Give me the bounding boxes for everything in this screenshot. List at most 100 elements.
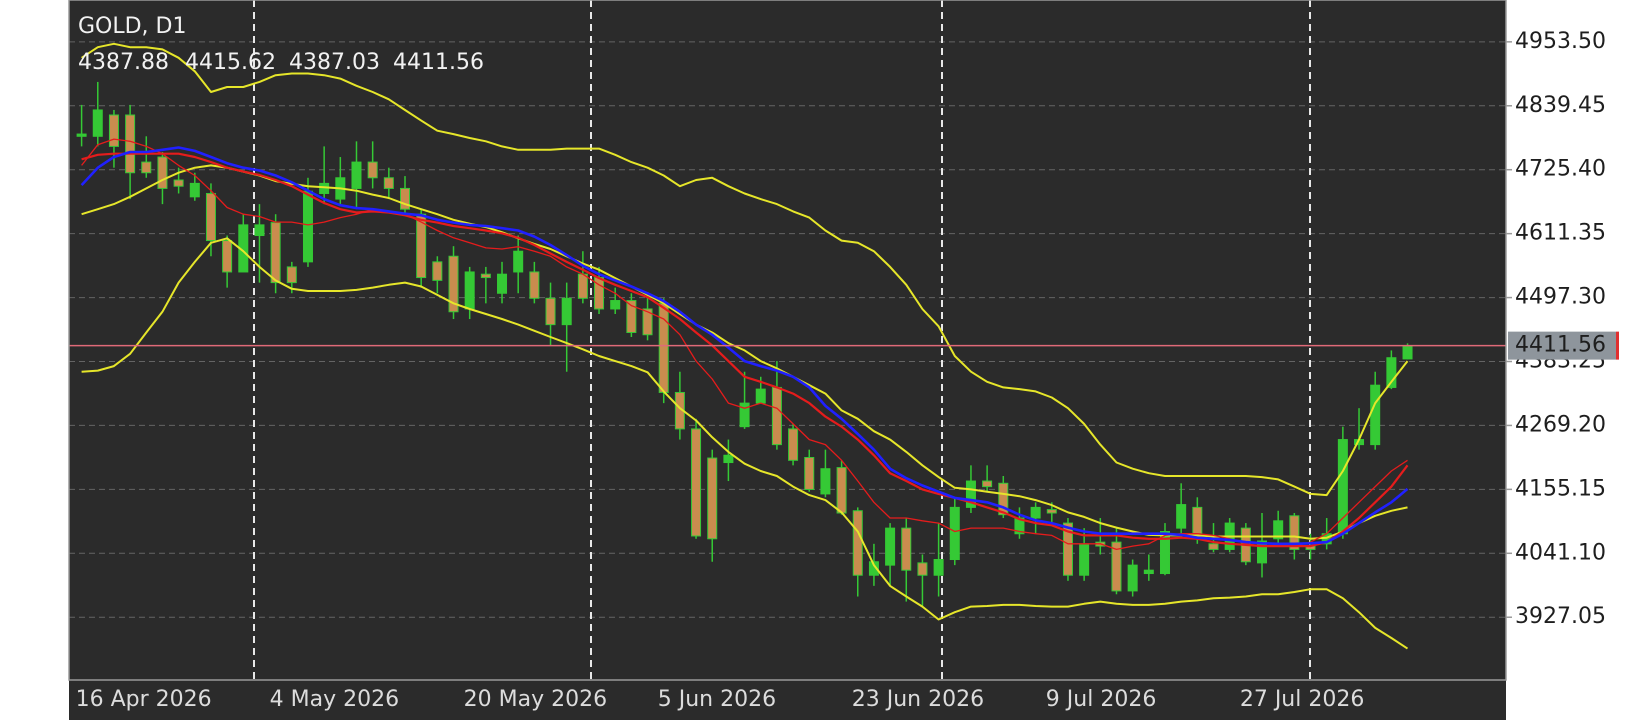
- indicator-line: [81, 152, 1409, 548]
- candle-body: [577, 273, 588, 299]
- x-tick-label: 16 Apr 2026: [76, 687, 212, 712]
- candle-body: [529, 271, 540, 299]
- candle-body: [92, 109, 103, 137]
- ohlc-close: 4411.56: [393, 50, 484, 75]
- indicator-line: [80, 146, 1409, 546]
- candle-body: [820, 468, 831, 495]
- candle-body: [1111, 541, 1122, 592]
- candle-body: [1273, 520, 1284, 540]
- plot-background: [69, 0, 1506, 720]
- candle-body: [933, 559, 944, 576]
- candle-body: [1386, 357, 1397, 388]
- candle-body: [836, 467, 847, 514]
- candle-body: [1159, 530, 1170, 575]
- candle-body: [1062, 522, 1073, 576]
- candle-body: [302, 190, 313, 263]
- candle-body: [771, 386, 782, 446]
- indicator-line: [81, 42, 1409, 497]
- candle-body: [254, 224, 265, 237]
- candle-body: [1030, 506, 1041, 519]
- candle-body: [432, 261, 443, 281]
- candle-body: [1143, 569, 1154, 575]
- candle-body: [852, 510, 863, 576]
- candle-body: [286, 266, 297, 284]
- candle-body: [626, 300, 637, 333]
- candle-body: [448, 255, 459, 313]
- candle-body: [367, 161, 378, 179]
- candle-body: [755, 388, 766, 404]
- candle-body: [189, 182, 200, 198]
- candle-body: [1402, 345, 1413, 360]
- candle-body: [739, 402, 750, 428]
- candle-body: [157, 156, 168, 189]
- candle-body: [76, 133, 87, 137]
- candle-body: [1079, 543, 1090, 576]
- candle-body: [1337, 439, 1348, 535]
- chart-title: GOLD, D1: [78, 14, 187, 39]
- candle-body: [545, 297, 556, 326]
- candle-body: [125, 114, 136, 174]
- candle-body: [222, 240, 233, 273]
- ohlc-low: 4387.03: [289, 50, 380, 75]
- candle-body: [270, 222, 281, 284]
- x-tick-label: 23 Jun 2026: [852, 687, 984, 712]
- price-label-marker: [1616, 331, 1619, 360]
- y-tick-label: 4269.20: [1515, 412, 1606, 437]
- y-tick-label: 4953.50: [1515, 29, 1606, 54]
- candle-body: [497, 273, 508, 294]
- candle-body: [513, 250, 524, 273]
- candle-body: [868, 561, 879, 576]
- candle-body: [723, 454, 734, 464]
- y-tick-label: 4725.40: [1515, 157, 1606, 182]
- candle-body: [205, 192, 216, 242]
- candle-body: [901, 527, 912, 571]
- candle-body: [691, 428, 702, 537]
- x-tick-label: 27 Jul 2026: [1240, 687, 1365, 712]
- candle-body: [141, 161, 152, 174]
- candle-body: [173, 179, 184, 187]
- candle-body: [400, 187, 410, 210]
- candle-body: [1208, 543, 1219, 550]
- candle-body: [1289, 515, 1300, 550]
- y-tick-label: 4611.35: [1515, 221, 1606, 246]
- candle-body: [949, 506, 960, 561]
- y-tick-label: 4497.30: [1515, 285, 1606, 310]
- candle-body: [561, 297, 572, 326]
- indicator-lines: [80, 42, 1409, 650]
- candle-body: [998, 482, 1009, 516]
- candle-body: [804, 456, 815, 490]
- plot-border: [68, 0, 1507, 681]
- candle-body: [610, 300, 621, 310]
- x-tick-label: 9 Jul 2026: [1046, 687, 1157, 712]
- candle-body: [1127, 564, 1138, 592]
- candle-body: [1046, 509, 1057, 514]
- y-tick-label: 3927.05: [1515, 604, 1606, 629]
- candle-body: [480, 273, 491, 279]
- candle-body: [642, 308, 653, 336]
- candle-body: [707, 457, 718, 540]
- ohlc-high: 4415.62: [185, 50, 276, 75]
- candle-body: [108, 114, 119, 147]
- y-tick-label: 4839.45: [1515, 93, 1606, 118]
- candle-body: [885, 527, 896, 566]
- candle-body: [982, 480, 993, 488]
- candle-body: [658, 302, 669, 393]
- candle-body: [383, 177, 394, 189]
- candle-body: [351, 161, 362, 189]
- price-label-box: [1508, 331, 1616, 360]
- candle-body: [965, 480, 976, 508]
- y-tick-label: 4155.15: [1515, 476, 1606, 501]
- candle-body: [1176, 504, 1187, 529]
- candle-body: [464, 271, 475, 310]
- candle-body: [917, 562, 928, 576]
- y-tick-label: 4041.10: [1515, 540, 1606, 565]
- x-tick-label: 5 Jun 2026: [658, 687, 776, 712]
- ohlc-open: 4387.88: [78, 50, 169, 75]
- x-tick-label: 20 May 2026: [464, 687, 607, 712]
- x-tick-label: 4 May 2026: [270, 687, 399, 712]
- candle-body: [788, 428, 799, 461]
- price-label: 4411.56: [1515, 333, 1606, 358]
- candle-body: [1257, 540, 1268, 564]
- indicator-line: [81, 237, 1409, 650]
